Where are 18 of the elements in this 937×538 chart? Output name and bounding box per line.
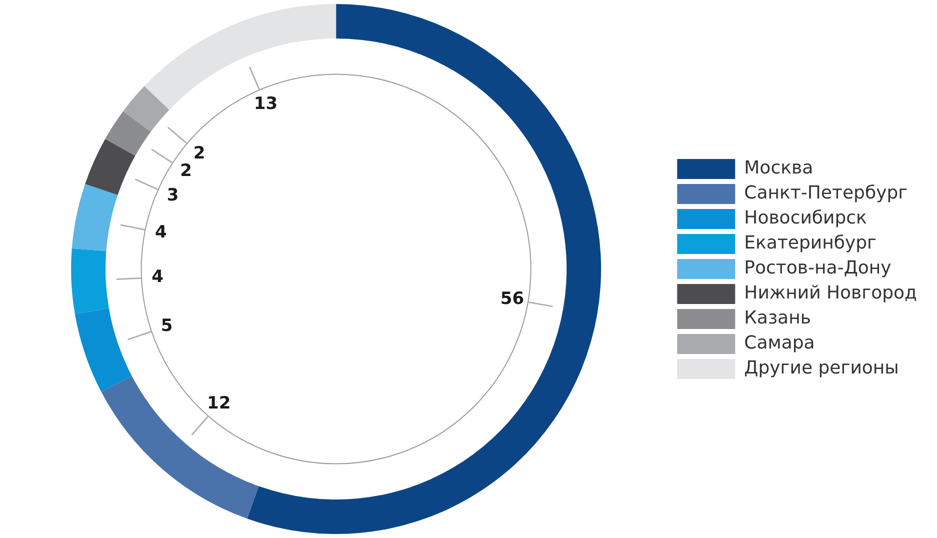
data-label: 3 [166,186,179,206]
legend-label: Новосибирск [744,208,868,229]
legend-label: Другие регионы [744,358,899,379]
legend-label: Екатеринбург [744,232,877,254]
legend-label: Казань [744,308,811,329]
legend-label: Москва [744,158,814,179]
data-label: 4 [152,266,164,287]
data-label: 2 [180,161,192,182]
legend-label: Нижний Новгород [744,282,918,304]
data-label: 5 [160,316,173,336]
data-label: 2 [193,143,206,164]
data-label: 13 [254,94,278,114]
legend-label: Самара [744,332,815,354]
legend-label: Санкт-Петербург [744,182,908,204]
data-label: 56 [500,288,524,309]
data-label: 4 [155,222,168,243]
legend-label: Ростов-на-Дону [744,258,892,279]
data-label: 12 [206,393,231,414]
